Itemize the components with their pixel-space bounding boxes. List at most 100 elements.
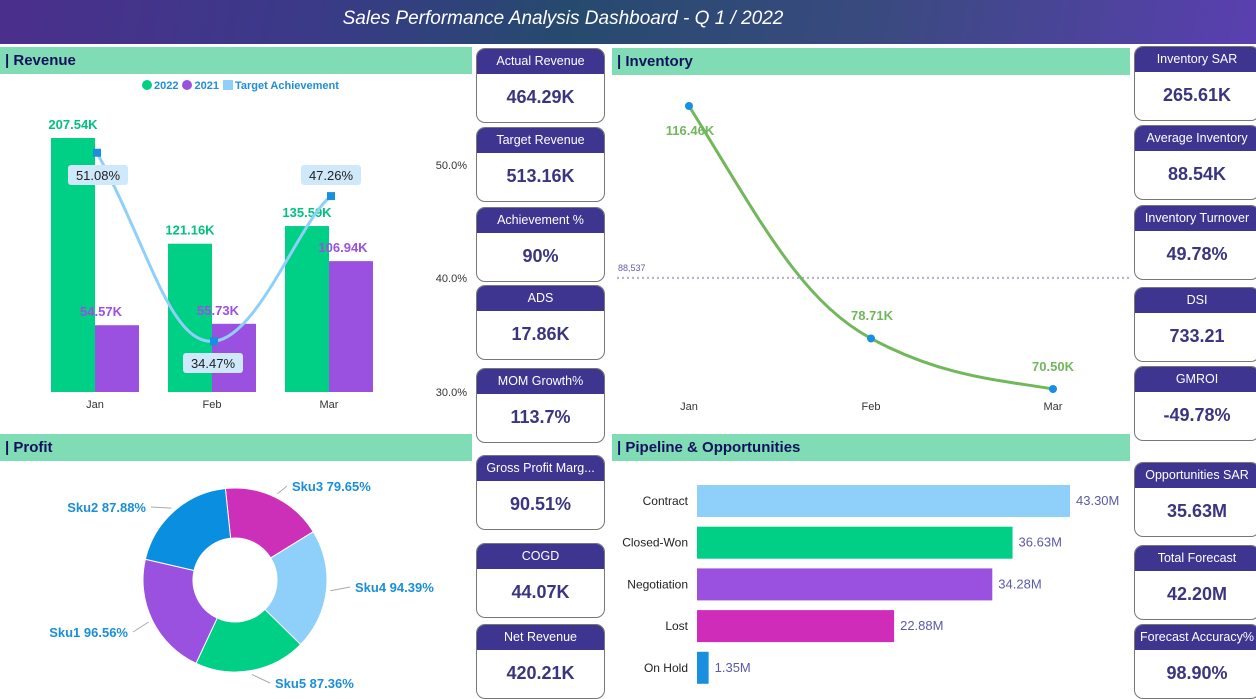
kpi-card-inventory-sar[interactable]: Inventory SAR 265.61K bbox=[1134, 46, 1256, 121]
y2-tick-label: 30.0% bbox=[436, 387, 467, 399]
kpi-value: 98.90% bbox=[1166, 663, 1228, 683]
kpi-card-net-revenue[interactable]: Net Revenue 420.21K bbox=[476, 624, 605, 699]
donut-label: Sku4 94.39% bbox=[355, 580, 434, 595]
kpi-value: 464.29K bbox=[506, 87, 575, 107]
leader-line bbox=[150, 506, 172, 509]
leader-line bbox=[330, 586, 351, 592]
data-label-target: 51.08% bbox=[76, 168, 121, 183]
kpi-card-actual-revenue[interactable]: Actual Revenue 464.29K bbox=[476, 48, 605, 123]
kpi-label: Forecast Accuracy% bbox=[1135, 625, 1256, 650]
kpi-card-inventory-turnover[interactable]: Inventory Turnover 49.78% bbox=[1134, 205, 1256, 280]
pipeline-value-label: 36.63M bbox=[1019, 535, 1062, 550]
kpi-card-opportunities-sar[interactable]: Opportunities SAR 35.63M bbox=[1134, 462, 1256, 537]
data-label-bg bbox=[183, 353, 243, 373]
section-profit: | Profit bbox=[0, 434, 472, 461]
y2-tick-label: 40.0% bbox=[436, 273, 467, 285]
pipeline-value-label: 22.88M bbox=[900, 618, 943, 633]
leader-line bbox=[251, 674, 271, 684]
donut-slice-sku4 bbox=[264, 530, 328, 646]
inventory-marker bbox=[685, 102, 693, 110]
kpi-card-average-inventory[interactable]: Average Inventory 88.54K bbox=[1134, 125, 1256, 200]
pipeline-value-label: 34.28M bbox=[998, 576, 1041, 591]
data-label-2022: 121.16K bbox=[165, 223, 215, 238]
kpi-label: Gross Profit Marg... bbox=[477, 456, 604, 481]
legend-2021[interactable]: 2021 bbox=[182, 80, 219, 92]
kpi-label: DSI bbox=[1135, 288, 1256, 313]
target-marker bbox=[327, 192, 335, 201]
kpi-label: Inventory Turnover bbox=[1135, 206, 1256, 231]
kpi-card-target-revenue[interactable]: Target Revenue 513.16K bbox=[476, 127, 605, 202]
inventory-line bbox=[687, 105, 1054, 391]
kpi-card-mom-growth[interactable]: MOM Growth% 113.7% bbox=[476, 368, 605, 443]
data-label-inventory: 116.46K bbox=[666, 123, 715, 138]
pipeline-bar-negotiation bbox=[697, 568, 993, 601]
pipeline-bar-contract bbox=[697, 485, 1070, 517]
data-label-target: 34.47% bbox=[191, 356, 236, 371]
data-label-2022: 207.54K bbox=[48, 117, 98, 132]
bar-2021-Mar bbox=[329, 261, 373, 392]
kpi-card-dsi[interactable]: DSI 733.21 bbox=[1134, 287, 1256, 362]
data-label-2021: 106.94K bbox=[318, 240, 368, 255]
data-label-bg bbox=[68, 165, 128, 185]
donut-slice-sku2 bbox=[144, 487, 232, 572]
kpi-card-gmroi[interactable]: GMROI -49.78% bbox=[1134, 366, 1256, 441]
x-tick-label: Mar bbox=[320, 399, 339, 411]
kpi-value: 90% bbox=[522, 246, 559, 266]
data-label-2021: 54.57K bbox=[80, 304, 123, 319]
data-label-inventory: 70.50K bbox=[1032, 359, 1075, 374]
inventory-marker bbox=[867, 334, 875, 343]
y2-tick-label: 50.0% bbox=[436, 160, 467, 172]
kpi-value: -49.78% bbox=[1163, 405, 1231, 425]
kpi-value: 733.21 bbox=[1169, 326, 1225, 346]
kpi-label: Inventory SAR bbox=[1135, 47, 1256, 72]
kpi-card-ads[interactable]: ADS 17.86K bbox=[476, 285, 605, 360]
legend-target-achievement[interactable]: Target Achievement bbox=[222, 80, 339, 92]
x-tick-label: Jan bbox=[86, 399, 104, 411]
kpi-value: 35.63M bbox=[1166, 501, 1228, 521]
pipeline-bar-closed-won bbox=[697, 526, 1013, 559]
kpi-label: Achievement % bbox=[477, 208, 604, 233]
kpi-value: 44.07K bbox=[511, 582, 570, 602]
target-marker bbox=[210, 337, 218, 346]
x-tick-label: Feb bbox=[862, 401, 881, 413]
revenue-legend: 2022 2021 Target Achievement bbox=[142, 80, 339, 92]
reference-line-label: 88,537 bbox=[618, 263, 646, 273]
donut-label: Sku3 79.65% bbox=[292, 479, 371, 494]
x-tick-label: Jan bbox=[680, 401, 698, 413]
kpi-value: 17.86K bbox=[511, 324, 570, 344]
x-tick-label: Mar bbox=[1044, 401, 1063, 413]
pipeline-bar-on-hold bbox=[697, 651, 709, 684]
bar-2021-Jan bbox=[95, 325, 139, 392]
legend-2022[interactable]: 2022 bbox=[142, 80, 178, 92]
donut-slice-sku1 bbox=[142, 558, 218, 664]
pipeline-bar-lost bbox=[697, 610, 895, 643]
pipeline-category-label: Contract bbox=[643, 494, 689, 508]
kpi-label: Actual Revenue bbox=[477, 49, 604, 74]
kpi-label: Target Revenue bbox=[477, 128, 604, 153]
data-label-2021: 55.73K bbox=[197, 303, 240, 318]
donut-slice-sku5 bbox=[195, 608, 302, 673]
kpi-card-cogd[interactable]: COGD 44.07K bbox=[476, 543, 605, 618]
data-label-target: 47.26% bbox=[309, 168, 354, 183]
pipeline-value-label: 43.30M bbox=[1076, 493, 1119, 508]
kpi-card-forecast-accuracy[interactable]: Forecast Accuracy% 98.90% bbox=[1134, 624, 1256, 699]
kpi-card-total-forecast[interactable]: Total Forecast 42.20M bbox=[1134, 545, 1256, 620]
data-label-inventory: 78.71K bbox=[851, 308, 894, 323]
pipeline-category-label: Lost bbox=[665, 619, 688, 633]
kpi-card-achievement[interactable]: Achievement % 90% bbox=[476, 207, 605, 282]
inventory-marker bbox=[1049, 385, 1057, 393]
kpi-label: GMROI bbox=[1135, 367, 1256, 392]
kpi-value: 42.20M bbox=[1166, 584, 1228, 604]
leader-line bbox=[277, 485, 288, 495]
section-pipeline: | Pipeline & Opportunities bbox=[612, 434, 1130, 461]
kpi-card-gross-profit-marg[interactable]: Gross Profit Marg... 90.51% bbox=[476, 455, 605, 530]
kpi-label: Net Revenue bbox=[477, 625, 604, 650]
pipeline-category-label: Closed-Won bbox=[622, 536, 688, 550]
kpi-value: 113.7% bbox=[510, 407, 571, 427]
pipeline-value-label: 1.35M bbox=[715, 660, 751, 675]
donut-label: Sku5 87.36% bbox=[275, 676, 354, 691]
kpi-value: 90.51% bbox=[509, 494, 572, 514]
kpi-label: COGD bbox=[477, 544, 604, 569]
donut-label: Sku2 87.88% bbox=[67, 500, 146, 515]
